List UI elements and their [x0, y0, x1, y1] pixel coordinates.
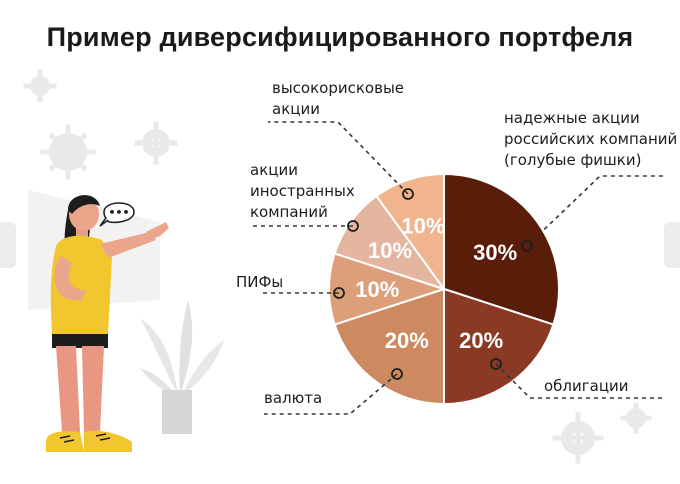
- pie-chart: 30%20%20%10%10%10%: [328, 172, 560, 406]
- pie-slice-value-label: 20%: [385, 328, 429, 353]
- label-blue-chips: надежные акции российских компаний (голу…: [504, 109, 678, 169]
- label-currency: валюта: [264, 389, 323, 407]
- plant-icon: [140, 300, 224, 434]
- speech-bubble-dots: •••: [108, 206, 129, 219]
- pie-slice-value-label: 20%: [459, 328, 503, 353]
- woman-illustration-icon: [46, 195, 169, 452]
- pie-slice-0: [443, 172, 560, 326]
- leader-lines: [250, 121, 664, 415]
- pie-slice-2: [333, 287, 445, 406]
- arrow-right-icon[interactable]: [664, 222, 680, 268]
- page-title: Пример диверсифицированного портфеля: [46, 22, 634, 52]
- pie-slice-5: [375, 172, 445, 293]
- pie-slice-1: [443, 287, 555, 406]
- label-foreign-stocks: акции иностранных компаний: [250, 161, 355, 221]
- label-high-risk-stocks: высокорисковые акции: [272, 79, 405, 118]
- pie-slice-value-label: 10%: [368, 238, 412, 263]
- label-bonds: облигации: [544, 377, 629, 395]
- arrow-left-icon[interactable]: [0, 222, 16, 268]
- pie-slice-3: [328, 252, 448, 326]
- pie-slice-value-label: 10%: [401, 214, 445, 239]
- pie-slice-value-label: 30%: [473, 240, 517, 265]
- label-funds: ПИФы: [236, 273, 284, 291]
- pie-slice-value-label: 10%: [355, 277, 399, 302]
